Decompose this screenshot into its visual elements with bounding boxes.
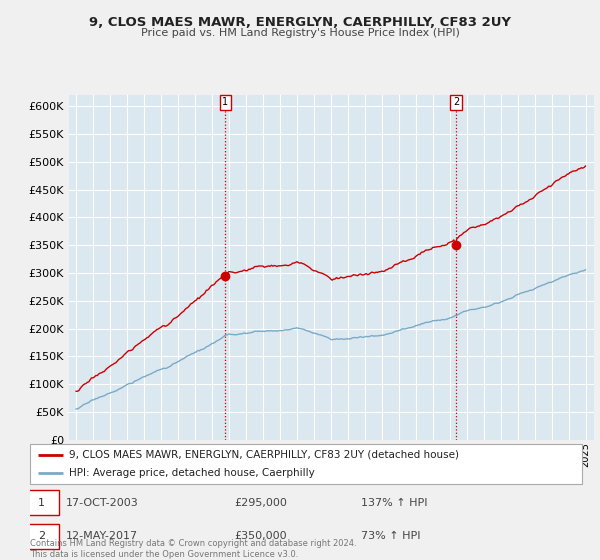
FancyBboxPatch shape: [25, 524, 59, 549]
Text: 2: 2: [453, 97, 459, 108]
FancyBboxPatch shape: [25, 490, 59, 515]
Text: 1: 1: [223, 97, 229, 108]
FancyBboxPatch shape: [30, 444, 582, 484]
Text: 17-OCT-2003: 17-OCT-2003: [66, 498, 139, 507]
Text: 9, CLOS MAES MAWR, ENERGLYN, CAERPHILLY, CF83 2UY: 9, CLOS MAES MAWR, ENERGLYN, CAERPHILLY,…: [89, 16, 511, 29]
Text: 2: 2: [38, 531, 45, 541]
Text: 73% ↑ HPI: 73% ↑ HPI: [361, 531, 421, 541]
Text: Price paid vs. HM Land Registry's House Price Index (HPI): Price paid vs. HM Land Registry's House …: [140, 28, 460, 38]
Text: 137% ↑ HPI: 137% ↑ HPI: [361, 498, 428, 507]
Text: £295,000: £295,000: [234, 498, 287, 507]
Text: 9, CLOS MAES MAWR, ENERGLYN, CAERPHILLY, CF83 2UY (detached house): 9, CLOS MAES MAWR, ENERGLYN, CAERPHILLY,…: [68, 450, 458, 460]
Text: £350,000: £350,000: [234, 531, 287, 541]
Text: Contains HM Land Registry data © Crown copyright and database right 2024.
This d: Contains HM Land Registry data © Crown c…: [30, 539, 356, 559]
Text: 1: 1: [38, 498, 45, 507]
Text: 12-MAY-2017: 12-MAY-2017: [66, 531, 138, 541]
Text: HPI: Average price, detached house, Caerphilly: HPI: Average price, detached house, Caer…: [68, 468, 314, 478]
